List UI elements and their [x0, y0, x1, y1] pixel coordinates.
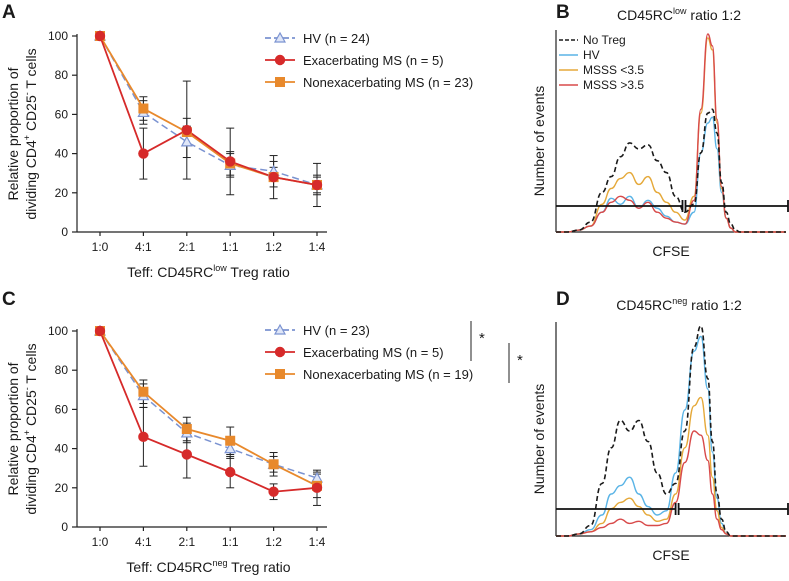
- y-tick-label: 100: [48, 29, 68, 43]
- y-tick-label: 20: [55, 186, 69, 200]
- series-line-hv: [99, 330, 318, 479]
- legend-label-nonexacerbating: Nonexacerbating MS (n = 23): [303, 75, 473, 90]
- hist-legend-label-no_treg: No Treg: [583, 33, 626, 47]
- hist-legend-label-hist_low: MSSS <3.5: [583, 63, 644, 77]
- y-axis-label: Relative proportion of dividing CD4+ CD25…: [5, 343, 39, 514]
- point-nonexacerbating: [225, 435, 236, 446]
- y-tick-label: 0: [61, 520, 68, 534]
- point-exacerbating: [311, 482, 323, 493]
- x-axis-label: CFSE: [652, 243, 689, 259]
- x-tick-label: 1:1: [222, 535, 239, 549]
- point-exacerbating: [138, 431, 149, 443]
- legend-marker-exacerbating: [274, 346, 286, 358]
- legend-marker-exacerbating: [274, 54, 286, 66]
- y-tick-label: 80: [55, 363, 69, 377]
- y-axis-label: Number of events: [531, 86, 547, 197]
- panel-d: D CD45RCneg ratio 1:2 CFSE Number of events: [531, 289, 789, 563]
- point-exacerbating: [268, 171, 279, 183]
- point-exacerbating: [181, 124, 192, 136]
- x-tick-label: 1:0: [92, 240, 109, 254]
- x-tick-label: 1:2: [265, 240, 282, 254]
- point-exacerbating: [225, 466, 236, 478]
- point-exacerbating: [138, 148, 149, 159]
- x-tick-label: 2:1: [178, 240, 195, 254]
- legend-marker-hv: [273, 31, 287, 43]
- point-exacerbating: [268, 486, 279, 497]
- y-tick-label: 60: [55, 107, 69, 121]
- legend-marker-nonexacerbating: [275, 369, 285, 379]
- x-axis-label: CFSE: [652, 547, 689, 563]
- legend-label-hv: HV (n = 24): [303, 31, 370, 46]
- hist-curve-hist_hv: [555, 116, 786, 233]
- point-nonexacerbating: [138, 103, 149, 114]
- y-axis-label: Relative proportion of dividing CD4+ CD25…: [5, 48, 39, 219]
- point-exacerbating: [311, 179, 323, 191]
- y-tick-label: 100: [48, 324, 68, 338]
- x-tick-label: 4:1: [135, 535, 152, 549]
- series-line-nonexacerbating: [99, 330, 318, 487]
- panel-c: C 0 20 40 60 80 100 1:0 4:1 2:1 1:1 1:2 1:4 Teff: CD4…: [2, 289, 523, 575]
- legend-marker-hv: [273, 323, 287, 335]
- x-tick-label: 1:4: [309, 535, 326, 549]
- y-tick-label: 60: [55, 402, 69, 416]
- panel-letter: C: [2, 289, 16, 310]
- y-tick-label: 0: [61, 225, 68, 239]
- point-nonexacerbating: [138, 386, 149, 397]
- x-axis-label: Teff: CD45RClow Treg ratio: [127, 263, 290, 280]
- x-tick-label: 4:1: [135, 240, 152, 254]
- hist-title: CD45RCneg ratio 1:2: [616, 296, 742, 313]
- y-tick-label: 40: [55, 147, 69, 161]
- hist-legend-label-hist_high: MSSS >3.5: [583, 78, 644, 92]
- point-exacerbating: [94, 30, 106, 42]
- hist-curve-no_treg: [555, 108, 786, 233]
- x-tick-label: 1:4: [309, 240, 326, 254]
- legend-label-exacerbating: Exacerbating MS (n = 5): [303, 53, 444, 68]
- point-exacerbating: [94, 325, 106, 337]
- x-tick-label: 1:0: [92, 535, 109, 549]
- x-tick-label: 2:1: [178, 535, 195, 549]
- significance-star: *: [479, 330, 485, 347]
- hist-curve-hist_high: [555, 33, 786, 233]
- panel-letter: D: [556, 289, 570, 310]
- hist-curve-no_treg: [556, 325, 786, 537]
- point-nonexacerbating: [268, 459, 279, 470]
- series-line-exacerbating: [99, 330, 318, 493]
- y-axis-label: Number of events: [531, 384, 547, 495]
- panel-a: A 0 20 40 60 80 100 1:0 4:1 2:1 1:1 1:2 1:4 Teff: CD4…: [2, 2, 473, 280]
- hist-title: CD45RClow ratio 1:2: [617, 6, 741, 23]
- significance-star: *: [517, 352, 523, 369]
- point-hv: [180, 135, 193, 147]
- x-axis-label: Teff: CD45RCneg Treg ratio: [126, 558, 290, 575]
- point-exacerbating: [225, 156, 236, 167]
- y-tick-label: 20: [55, 481, 69, 495]
- hist-legend-label-hist_hv: HV: [583, 48, 600, 62]
- x-tick-label: 1:2: [265, 535, 282, 549]
- y-tick-label: 40: [55, 442, 69, 456]
- point-nonexacerbating: [181, 424, 192, 434]
- panel-letter: A: [2, 2, 16, 23]
- point-exacerbating: [181, 449, 192, 460]
- y-tick-label: 80: [55, 68, 69, 82]
- legend-label-exacerbating: Exacerbating MS (n = 5): [303, 345, 444, 360]
- legend-label-nonexacerbating: Nonexacerbating MS (n = 19): [303, 367, 473, 382]
- series-line-exacerbating: [99, 35, 318, 186]
- legend-label-hv: HV (n = 23): [303, 323, 370, 338]
- panel-letter: B: [556, 2, 570, 23]
- series-line-hv: [99, 35, 318, 186]
- hist-curve-hist_high: [556, 430, 786, 537]
- legend-marker-nonexacerbating: [275, 77, 285, 87]
- point-hv: [224, 442, 237, 454]
- x-tick-label: 1:1: [222, 240, 239, 254]
- panel-b: B CD45RClow ratio 1:2 CFSE Number of events…: [531, 2, 789, 259]
